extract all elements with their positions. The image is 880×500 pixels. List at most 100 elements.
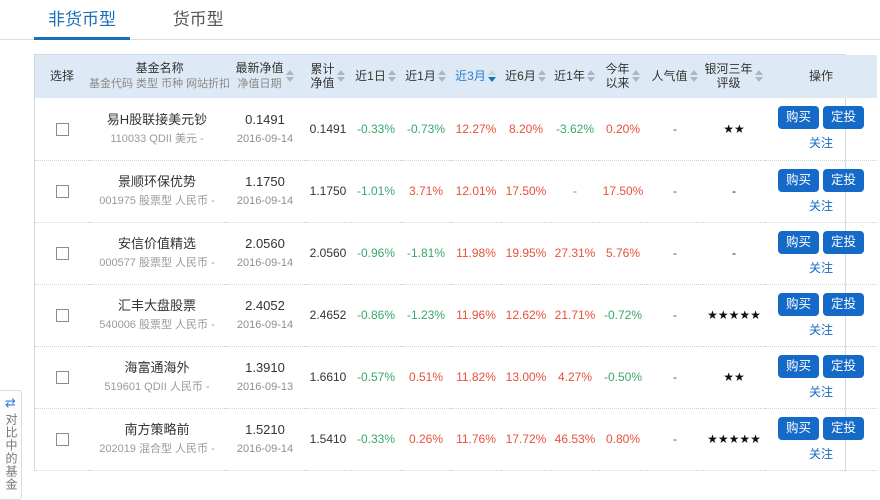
row-checkbox[interactable] — [55, 185, 69, 199]
plan-invest-button[interactable]: 定投 — [823, 230, 865, 254]
latest-nav-value: 1.5210 — [245, 422, 285, 437]
table-row: 易H股联接美元钞 110033 QDII 美元 - 0.1491 2016-09-14… — [35, 98, 877, 161]
fund-table: 选择 基金名称 基金代码 类型 币种 网站折扣 最新净值 净值日期 累计 净值 — [35, 55, 877, 471]
follow-link[interactable]: 关注 — [808, 384, 833, 399]
table-row: 海富通海外 519601 QDII 人民币 - 1.3910 2016-09-13 1.… — [35, 346, 877, 409]
row-ytd: 0.80% — [599, 408, 647, 471]
row-rating: ★★ — [703, 346, 765, 409]
table-header: 选择 基金名称 基金代码 类型 币种 网站折扣 最新净值 净值日期 累计 净值 — [35, 55, 877, 98]
row-rating: ★★ — [703, 98, 765, 161]
sort-year1[interactable] — [587, 70, 596, 83]
follow-link[interactable]: 关注 — [808, 260, 833, 275]
col-rating: 银河三年 评级 — [703, 55, 765, 98]
fund-meta: 001975 股票型 人民币 - — [99, 195, 215, 207]
row-ytd: -0.72% — [599, 284, 647, 347]
row-latest-nav-cell: 1.3910 2016-09-13 — [225, 346, 305, 409]
sort-month6[interactable] — [538, 70, 547, 83]
row-year1: 46.53% — [551, 408, 599, 471]
row-fund-cell: 汇丰大盘股票 540006 股票型 人民币 - — [89, 284, 225, 347]
row-ytd: 0.20% — [599, 98, 647, 161]
row-month6: 17.72% — [501, 408, 551, 471]
row-popularity: - — [647, 222, 703, 285]
plan-invest-button[interactable]: 定投 — [823, 106, 865, 130]
fund-name-link[interactable]: 安信价值精选 — [117, 236, 196, 251]
buy-button[interactable]: 购买 — [777, 168, 819, 192]
tab-non-monetary[interactable]: 非货币型 — [34, 0, 130, 40]
sort-popularity[interactable] — [690, 70, 699, 83]
col-day1-label: 近1日 — [355, 69, 386, 84]
row-rating: - — [703, 160, 765, 223]
buy-button[interactable]: 购买 — [777, 292, 819, 316]
follow-link[interactable]: 关注 — [808, 198, 833, 213]
row-select-cell — [35, 222, 89, 285]
sort-month3[interactable] — [488, 70, 497, 83]
sort-month1[interactable] — [438, 70, 447, 83]
plan-invest-button[interactable]: 定投 — [823, 416, 865, 440]
operation-buttons: 购买 定投 — [769, 106, 873, 130]
row-month6: 17.50% — [501, 160, 551, 223]
fund-name-link[interactable]: 海富通海外 — [124, 360, 190, 375]
table-row: 汇丰大盘股票 540006 股票型 人民币 -2.4052 2016-09-14 2.… — [35, 284, 877, 347]
fund-table-container: 选择 基金名称 基金代码 类型 币种 网站折扣 最新净值 净值日期 累计 净值 — [34, 54, 877, 471]
tab-monetary[interactable]: 货币型 — [172, 10, 224, 29]
col-latest-nav: 最新净值 净值日期 — [225, 55, 305, 98]
sort-day1[interactable] — [388, 70, 397, 83]
buy-button[interactable]: 购买 — [777, 230, 819, 254]
col-operation: 操作 — [765, 55, 877, 98]
operation-buttons: 购买 定投 — [769, 230, 873, 254]
table-body: 易H股联接美元钞 110033 QDII 美元 - 0.1491 2016-09-14… — [35, 98, 877, 471]
fund-meta: 000577 股票型 人民币 - — [99, 257, 215, 269]
fund-meta: 519601 QDII 人民币 - — [104, 381, 210, 393]
col-day1: 近1日 — [351, 55, 401, 98]
row-year1: - — [551, 160, 599, 223]
row-fund-cell: 景顺环保优势 001975 股票型 人民币 - — [89, 160, 225, 223]
row-checkbox[interactable] — [55, 371, 69, 385]
row-latest-nav-cell: 0.1491 2016-09-14 — [225, 98, 305, 161]
col-fund-name: 基金名称 基金代码 类型 币种 网站折扣 — [89, 55, 230, 98]
row-cumulative-nav: 1.6610 — [305, 346, 351, 409]
fund-name-link[interactable]: 汇丰大盘股票 — [117, 298, 196, 313]
row-day1: -0.86% — [351, 284, 401, 347]
row-cumulative-nav: 2.4652 — [305, 284, 351, 347]
row-fund-cell: 易H股联接美元钞 110033 QDII 美元 - — [89, 98, 225, 161]
follow-link[interactable]: 关注 — [808, 322, 833, 337]
row-month6: 13.00% — [501, 346, 551, 409]
sort-ytd[interactable] — [632, 70, 641, 82]
fund-name-link[interactable]: 景顺环保优势 — [117, 174, 196, 189]
col-popularity: 人气值 — [647, 55, 703, 98]
row-checkbox[interactable] — [55, 247, 69, 261]
plan-invest-button[interactable]: 定投 — [823, 292, 865, 316]
table-row: 景顺环保优势 001975 股票型 人民币 -1.1750 2016-09-14 1.… — [35, 160, 877, 223]
row-latest-nav-cell: 1.5210 2016-09-14 — [225, 408, 305, 471]
row-checkbox[interactable] — [55, 309, 69, 323]
row-month1: -1.81% — [401, 222, 451, 285]
row-month1: 0.51% — [401, 346, 451, 409]
row-checkbox[interactable] — [55, 433, 69, 447]
col-fund-name-sublabel: 基金代码 类型 币种 网站折扣 — [89, 78, 231, 90]
row-year1: -3.62% — [551, 98, 599, 161]
operation-buttons: 购买 定投 — [769, 168, 873, 192]
fund-name-link[interactable]: 南方策略前 — [124, 422, 190, 437]
compare-panel-tab[interactable]: ⇄ 对比中的基金 — [0, 390, 22, 500]
fund-name-link[interactable]: 易H股联接美元钞 — [106, 111, 208, 127]
plan-invest-button[interactable]: 定投 — [823, 354, 865, 378]
row-operations: 购买 定投关注 — [765, 98, 877, 161]
follow-link[interactable]: 关注 — [808, 136, 833, 151]
row-select-cell — [35, 98, 89, 161]
follow-link[interactable]: 关注 — [808, 446, 833, 461]
buy-button[interactable]: 购买 — [777, 106, 819, 130]
row-day1: -0.33% — [351, 98, 401, 161]
sort-latest-nav[interactable] — [286, 70, 295, 82]
row-checkbox[interactable] — [55, 122, 69, 136]
buy-button[interactable]: 购买 — [777, 354, 819, 378]
sort-cumulative-nav[interactable] — [337, 70, 346, 82]
operation-buttons: 购买 定投 — [769, 354, 873, 378]
row-popularity: - — [647, 160, 703, 223]
buy-button[interactable]: 购买 — [777, 416, 819, 440]
row-rating: ★★★★★ — [703, 408, 765, 471]
row-month1: 3.71% — [401, 160, 451, 223]
plan-invest-button[interactable]: 定投 — [823, 168, 865, 192]
row-operations: 购买 定投关注 — [765, 284, 877, 347]
sort-rating[interactable] — [755, 70, 764, 82]
row-fund-cell: 海富通海外 519601 QDII 人民币 - — [89, 346, 225, 409]
